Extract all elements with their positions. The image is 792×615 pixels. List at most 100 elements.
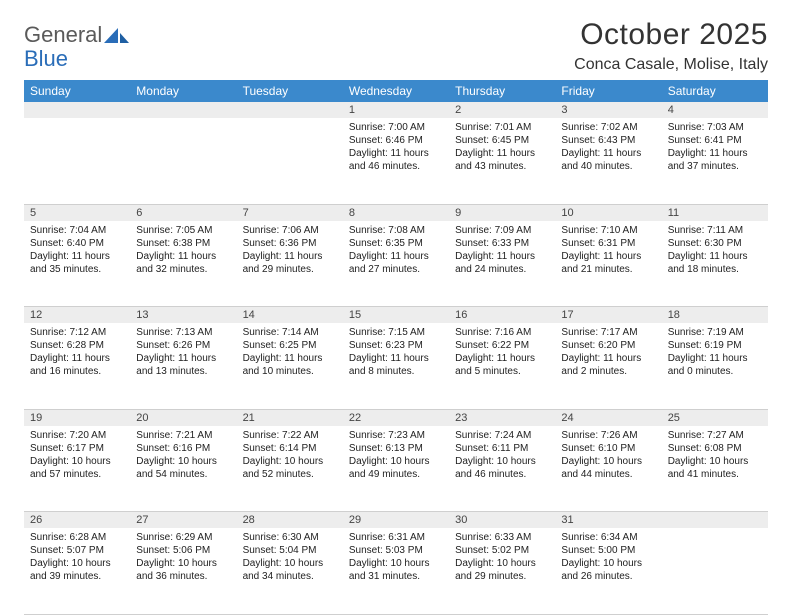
daylight-text: Daylight: 11 hours and 32 minutes. bbox=[136, 250, 230, 276]
daylight-text: Daylight: 11 hours and 5 minutes. bbox=[455, 352, 549, 378]
sunset-text: Sunset: 6:14 PM bbox=[243, 442, 337, 455]
day-content: Sunrise: 7:10 AMSunset: 6:31 PMDaylight:… bbox=[555, 221, 661, 282]
day-number: 11 bbox=[668, 207, 679, 219]
daylight-text: Daylight: 11 hours and 46 minutes. bbox=[349, 147, 443, 173]
month-title: October 2025 bbox=[574, 18, 768, 52]
day-cell bbox=[237, 118, 343, 204]
day-number-row: 567891011 bbox=[24, 204, 768, 221]
daylight-text: Daylight: 10 hours and 46 minutes. bbox=[455, 455, 549, 481]
day-number: 21 bbox=[243, 412, 255, 424]
sunrise-text: Sunrise: 7:10 AM bbox=[561, 224, 655, 237]
day-content: Sunrise: 7:14 AMSunset: 6:25 PMDaylight:… bbox=[237, 323, 343, 384]
day-number-cell: 24 bbox=[555, 409, 661, 426]
sunrise-text: Sunrise: 7:15 AM bbox=[349, 326, 443, 339]
day-number-cell: 25 bbox=[662, 409, 768, 426]
day-number-row: 1234 bbox=[24, 102, 768, 118]
daylight-text: Daylight: 10 hours and 49 minutes. bbox=[349, 455, 443, 481]
day-content: Sunrise: 7:26 AMSunset: 6:10 PMDaylight:… bbox=[555, 426, 661, 487]
day-cell: Sunrise: 7:23 AMSunset: 6:13 PMDaylight:… bbox=[343, 426, 449, 512]
sunset-text: Sunset: 6:45 PM bbox=[455, 134, 549, 147]
day-content: Sunrise: 7:00 AMSunset: 6:46 PMDaylight:… bbox=[343, 118, 449, 179]
day-cell bbox=[24, 118, 130, 204]
day-content: Sunrise: 7:23 AMSunset: 6:13 PMDaylight:… bbox=[343, 426, 449, 487]
sunset-text: Sunset: 5:07 PM bbox=[30, 544, 124, 557]
day-number: 26 bbox=[30, 514, 42, 526]
day-cell: Sunrise: 6:28 AMSunset: 5:07 PMDaylight:… bbox=[24, 528, 130, 614]
day-number-cell: 11 bbox=[662, 204, 768, 221]
day-number: 28 bbox=[243, 514, 255, 526]
day-cell bbox=[130, 118, 236, 204]
daylight-text: Daylight: 11 hours and 21 minutes. bbox=[561, 250, 655, 276]
day-content: Sunrise: 7:11 AMSunset: 6:30 PMDaylight:… bbox=[662, 221, 768, 282]
day-number-cell: 4 bbox=[662, 102, 768, 118]
day-number-cell: 29 bbox=[343, 512, 449, 529]
day-content: Sunrise: 7:15 AMSunset: 6:23 PMDaylight:… bbox=[343, 323, 449, 384]
day-content: Sunrise: 7:12 AMSunset: 6:28 PMDaylight:… bbox=[24, 323, 130, 384]
day-number-cell: 28 bbox=[237, 512, 343, 529]
day-number: 20 bbox=[136, 412, 148, 424]
sunrise-text: Sunrise: 7:24 AM bbox=[455, 429, 549, 442]
day-cell: Sunrise: 7:12 AMSunset: 6:28 PMDaylight:… bbox=[24, 323, 130, 409]
day-number-row: 262728293031 bbox=[24, 512, 768, 529]
day-number-cell: 18 bbox=[662, 307, 768, 324]
weekday-header: Thursday bbox=[449, 80, 555, 102]
day-content bbox=[130, 118, 236, 127]
sunset-text: Sunset: 6:22 PM bbox=[455, 339, 549, 352]
day-number: 10 bbox=[561, 207, 573, 219]
day-cell: Sunrise: 7:16 AMSunset: 6:22 PMDaylight:… bbox=[449, 323, 555, 409]
day-number-cell: 23 bbox=[449, 409, 555, 426]
day-cell: Sunrise: 7:27 AMSunset: 6:08 PMDaylight:… bbox=[662, 426, 768, 512]
day-content: Sunrise: 7:16 AMSunset: 6:22 PMDaylight:… bbox=[449, 323, 555, 384]
daylight-text: Daylight: 11 hours and 35 minutes. bbox=[30, 250, 124, 276]
day-number-cell: 19 bbox=[24, 409, 130, 426]
location-text: Conca Casale, Molise, Italy bbox=[574, 56, 768, 74]
day-content bbox=[24, 118, 130, 127]
daylight-text: Daylight: 10 hours and 41 minutes. bbox=[668, 455, 762, 481]
sunset-text: Sunset: 6:30 PM bbox=[668, 237, 762, 250]
day-number-cell: 5 bbox=[24, 204, 130, 221]
day-content: Sunrise: 6:30 AMSunset: 5:04 PMDaylight:… bbox=[237, 528, 343, 589]
daylight-text: Daylight: 10 hours and 39 minutes. bbox=[30, 557, 124, 583]
day-number-cell: 15 bbox=[343, 307, 449, 324]
calendar-table: Sunday Monday Tuesday Wednesday Thursday… bbox=[24, 80, 768, 615]
day-content: Sunrise: 7:21 AMSunset: 6:16 PMDaylight:… bbox=[130, 426, 236, 487]
day-number-cell: 3 bbox=[555, 102, 661, 118]
sunrise-text: Sunrise: 7:08 AM bbox=[349, 224, 443, 237]
day-number: 19 bbox=[30, 412, 42, 424]
day-cell: Sunrise: 7:15 AMSunset: 6:23 PMDaylight:… bbox=[343, 323, 449, 409]
sunset-text: Sunset: 6:20 PM bbox=[561, 339, 655, 352]
daylight-text: Daylight: 11 hours and 27 minutes. bbox=[349, 250, 443, 276]
daylight-text: Daylight: 11 hours and 18 minutes. bbox=[668, 250, 762, 276]
sunrise-text: Sunrise: 7:01 AM bbox=[455, 121, 549, 134]
daylight-text: Daylight: 11 hours and 29 minutes. bbox=[243, 250, 337, 276]
daylight-text: Daylight: 10 hours and 44 minutes. bbox=[561, 455, 655, 481]
day-number: 9 bbox=[455, 207, 461, 219]
day-cell: Sunrise: 7:09 AMSunset: 6:33 PMDaylight:… bbox=[449, 221, 555, 307]
day-cell: Sunrise: 7:00 AMSunset: 6:46 PMDaylight:… bbox=[343, 118, 449, 204]
day-content: Sunrise: 7:27 AMSunset: 6:08 PMDaylight:… bbox=[662, 426, 768, 487]
daylight-text: Daylight: 10 hours and 57 minutes. bbox=[30, 455, 124, 481]
sunrise-text: Sunrise: 6:34 AM bbox=[561, 531, 655, 544]
sunset-text: Sunset: 6:08 PM bbox=[668, 442, 762, 455]
weekday-header: Friday bbox=[555, 80, 661, 102]
sunset-text: Sunset: 6:35 PM bbox=[349, 237, 443, 250]
day-number-cell: 12 bbox=[24, 307, 130, 324]
day-number-cell: 30 bbox=[449, 512, 555, 529]
day-cell: Sunrise: 7:13 AMSunset: 6:26 PMDaylight:… bbox=[130, 323, 236, 409]
day-number: 8 bbox=[349, 207, 355, 219]
day-number-cell: 8 bbox=[343, 204, 449, 221]
day-number-cell bbox=[662, 512, 768, 529]
daylight-text: Daylight: 11 hours and 2 minutes. bbox=[561, 352, 655, 378]
sunset-text: Sunset: 6:11 PM bbox=[455, 442, 549, 455]
sunset-text: Sunset: 6:40 PM bbox=[30, 237, 124, 250]
day-content: Sunrise: 7:19 AMSunset: 6:19 PMDaylight:… bbox=[662, 323, 768, 384]
day-number: 27 bbox=[136, 514, 148, 526]
sunrise-text: Sunrise: 6:33 AM bbox=[455, 531, 549, 544]
weekday-header: Saturday bbox=[662, 80, 768, 102]
sunset-text: Sunset: 6:23 PM bbox=[349, 339, 443, 352]
day-number-cell: 1 bbox=[343, 102, 449, 118]
day-number: 22 bbox=[349, 412, 361, 424]
sunset-text: Sunset: 6:19 PM bbox=[668, 339, 762, 352]
sunset-text: Sunset: 6:36 PM bbox=[243, 237, 337, 250]
day-number-cell: 6 bbox=[130, 204, 236, 221]
